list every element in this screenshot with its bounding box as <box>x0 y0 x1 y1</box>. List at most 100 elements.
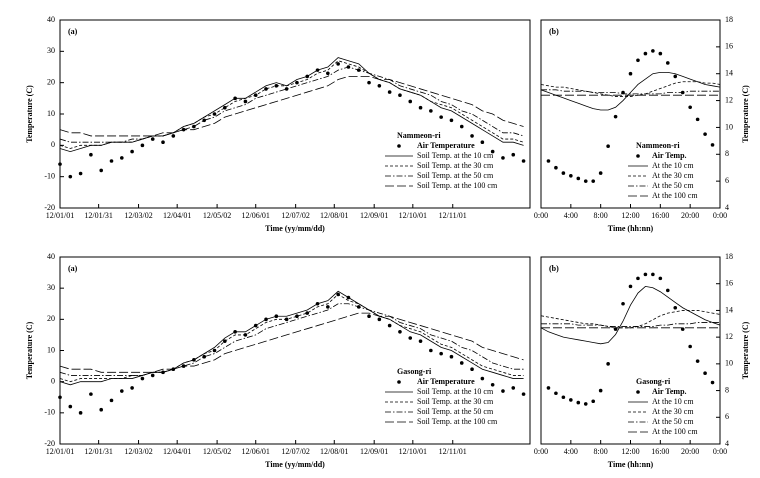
air-point <box>140 143 145 148</box>
air-point <box>521 159 526 163</box>
x-tick-label: 16:00 <box>651 447 669 456</box>
x-tick-label: 12/11/01 <box>439 447 467 456</box>
x-tick-label: 12/05/02 <box>203 447 231 456</box>
x-tick-label: 12/06/01 <box>241 211 269 220</box>
air-point <box>109 159 114 163</box>
air-point <box>511 152 516 157</box>
air-point <box>459 361 464 365</box>
air-point <box>150 373 155 378</box>
legend-title: Nammeon-ri <box>636 141 680 150</box>
air-point <box>636 276 640 281</box>
y-tick-label: 6 <box>725 176 729 185</box>
air-point <box>710 380 715 385</box>
air-point <box>161 140 165 144</box>
air-point <box>140 376 145 381</box>
air-point <box>688 344 692 349</box>
air-point <box>651 272 655 277</box>
air-point <box>326 305 330 309</box>
air-point <box>673 74 678 79</box>
soil-line <box>540 285 721 345</box>
air-point <box>613 327 618 331</box>
air-point <box>58 395 62 400</box>
air-point <box>470 367 474 372</box>
legend-marker <box>636 390 640 394</box>
air-point <box>569 173 573 178</box>
air-point <box>89 392 93 396</box>
x-axis-label: Time (hh:nn) <box>608 224 654 233</box>
air-point <box>710 143 715 147</box>
air-point <box>377 317 382 322</box>
x-tick-label: 12/11/01 <box>439 211 467 220</box>
air-point <box>109 398 114 403</box>
legend-label: Soil Temp. at the 10 cm <box>417 151 494 160</box>
y-tick-label: 12 <box>725 332 733 341</box>
air-point <box>243 99 248 104</box>
y-tick-label: 14 <box>725 69 733 78</box>
soil-line <box>541 89 720 95</box>
air-point <box>576 400 581 405</box>
air-point <box>336 62 340 66</box>
legend-label: Soil Temp. at the 30 cm <box>417 397 494 406</box>
y-tick-label: 18 <box>725 15 733 24</box>
air-point <box>89 152 93 157</box>
soil-line <box>59 303 524 376</box>
air-point <box>387 323 392 328</box>
x-tick-label: 12/01/01 <box>46 447 74 456</box>
air-point <box>613 114 618 119</box>
x-tick-label: 12/01/01 <box>46 211 74 220</box>
air-point <box>665 61 670 65</box>
air-point <box>78 411 83 415</box>
air-point <box>408 336 413 340</box>
air-point <box>99 407 104 412</box>
air-point <box>651 49 655 53</box>
x-tick-label: 12/01/31 <box>84 447 112 456</box>
air-point <box>326 71 330 76</box>
soil-line <box>59 66 524 143</box>
soil-line <box>59 293 524 383</box>
x-tick-label: 8:00 <box>594 211 608 220</box>
air-point <box>546 159 551 163</box>
air-point <box>284 87 289 91</box>
air-point <box>628 284 633 289</box>
x-tick-label: 20:00 <box>681 211 699 220</box>
y-tick-label: 16 <box>725 279 733 288</box>
air-point <box>554 391 558 396</box>
x-tick-label: 12:00 <box>621 211 639 220</box>
x-axis-label: Time (hh:nn) <box>608 460 654 469</box>
y-tick-label: 4 <box>725 439 729 448</box>
x-tick-label: 12/03/02 <box>124 211 152 220</box>
air-point <box>120 156 124 160</box>
y-tick-label: 12 <box>725 95 733 104</box>
air-point <box>398 93 402 97</box>
air-point <box>591 179 596 183</box>
air-point <box>387 90 392 94</box>
air-point <box>202 118 207 123</box>
legend-label: At the 30 cm <box>652 407 694 416</box>
air-point <box>695 117 700 122</box>
soil-line <box>540 81 721 97</box>
x-tick-label: 12/08/01 <box>320 211 348 220</box>
air-point <box>606 144 610 149</box>
y-tick-label: 4 <box>725 203 729 212</box>
air-point <box>490 149 495 154</box>
y-tick-label: 8 <box>725 149 729 158</box>
y-tick-label: 30 <box>47 46 55 55</box>
air-point <box>459 124 464 129</box>
air-point <box>673 305 678 310</box>
y-tick-label: 0 <box>51 140 55 149</box>
air-point <box>583 179 588 183</box>
x-tick-label: 12/09/01 <box>360 211 388 220</box>
air-point <box>418 105 423 110</box>
air-point <box>680 327 685 331</box>
x-tick-label: 20:00 <box>681 447 699 456</box>
x-tick-label: 12/08/01 <box>320 447 348 456</box>
air-point <box>591 399 596 404</box>
x-tick-label: 0:00 <box>534 447 548 456</box>
x-tick-label: 12/09/01 <box>360 447 388 456</box>
air-point <box>703 371 707 376</box>
legend-label: At the 50 cm <box>652 417 694 426</box>
x-tick-label: 0:00 <box>713 447 727 456</box>
air-point <box>665 288 670 293</box>
y-tick-label: 10 <box>725 359 733 368</box>
y-tick-label: 40 <box>47 15 55 24</box>
